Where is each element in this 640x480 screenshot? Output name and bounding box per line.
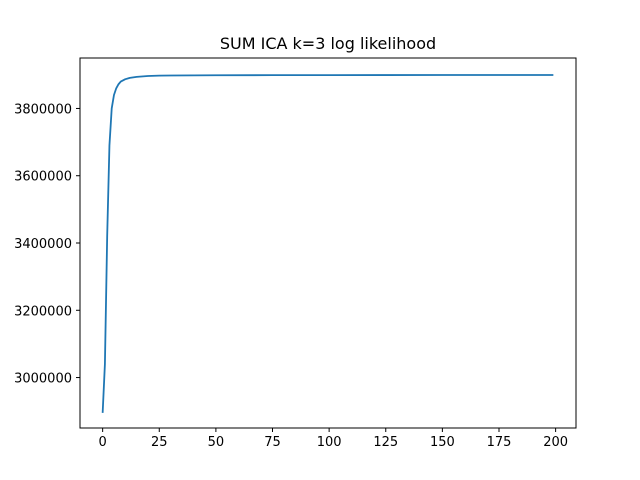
x-tick-label: 100 bbox=[317, 435, 342, 450]
y-tick-label: 3800000 bbox=[14, 102, 72, 117]
x-tick-label: 125 bbox=[373, 435, 398, 450]
x-tick-label: 175 bbox=[487, 435, 512, 450]
series-line-0 bbox=[101, 74, 554, 413]
y-tick-label: 3200000 bbox=[14, 304, 72, 319]
x-tick-label: 25 bbox=[151, 435, 168, 450]
y-tick-label: 3400000 bbox=[14, 237, 72, 252]
chart-title: SUM ICA k=3 log likelihood bbox=[220, 34, 436, 53]
x-tick-label: 0 bbox=[99, 435, 107, 450]
x-tick-label: 75 bbox=[264, 435, 281, 450]
plot-area bbox=[101, 74, 554, 413]
x-tick-label: 200 bbox=[543, 435, 568, 450]
x-tick-label: 150 bbox=[430, 435, 455, 450]
y-tick-label: 3000000 bbox=[14, 372, 72, 387]
x-axis: 0 25 50 75 100 125 150 175 200 bbox=[99, 428, 568, 450]
y-axis: 3000000 3200000 3400000 3600000 3800000 bbox=[14, 102, 80, 387]
y-tick-label: 3600000 bbox=[14, 170, 72, 185]
axes-frame bbox=[79, 57, 577, 429]
x-tick-label: 50 bbox=[208, 435, 225, 450]
